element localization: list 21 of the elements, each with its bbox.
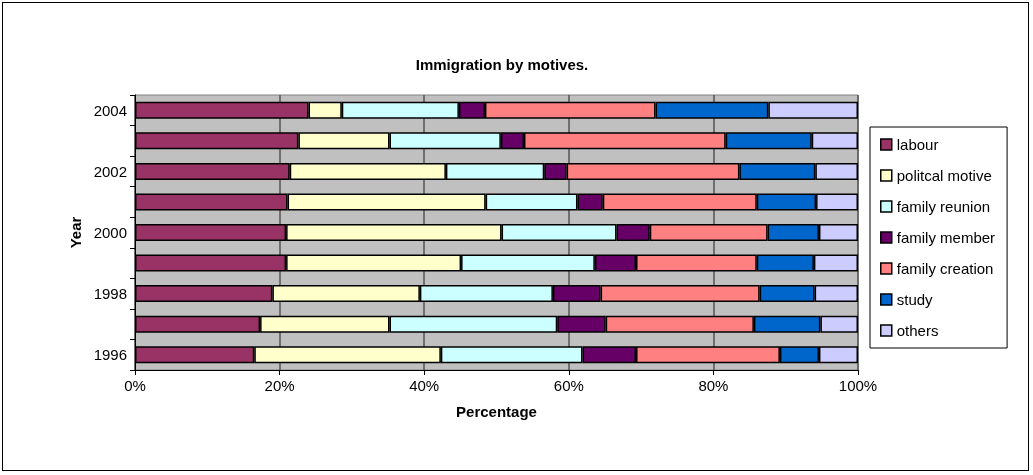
chart-title: Immigration by motives. bbox=[415, 56, 589, 73]
legend-label: labour bbox=[896, 136, 939, 153]
y-tick-label: 2000 bbox=[93, 224, 127, 241]
legend-label: politcal motive bbox=[896, 167, 992, 184]
x-tick-label: 40% bbox=[409, 377, 440, 394]
y-axis-title: Year bbox=[66, 216, 84, 249]
x-tick-label: 60% bbox=[553, 377, 584, 394]
y-tick-label: 2004 bbox=[93, 101, 127, 119]
x-tick-label: 0% bbox=[124, 377, 146, 394]
legend-label: family creation bbox=[896, 260, 994, 277]
x-tick-label: 20% bbox=[264, 377, 295, 394]
x-tick-label: 80% bbox=[698, 377, 729, 394]
y-tick-label: 1996 bbox=[93, 346, 127, 364]
legend-label: study bbox=[896, 291, 934, 308]
y-tick-label: 2002 bbox=[93, 162, 127, 180]
legend-label: family member bbox=[896, 229, 996, 246]
y-tick-label: 1998 bbox=[93, 285, 127, 303]
legend-label: family reunion bbox=[896, 198, 991, 215]
x-axis-title: Percentage bbox=[456, 403, 537, 420]
legend-label: others bbox=[896, 322, 939, 339]
x-tick-label: 100% bbox=[838, 377, 878, 394]
